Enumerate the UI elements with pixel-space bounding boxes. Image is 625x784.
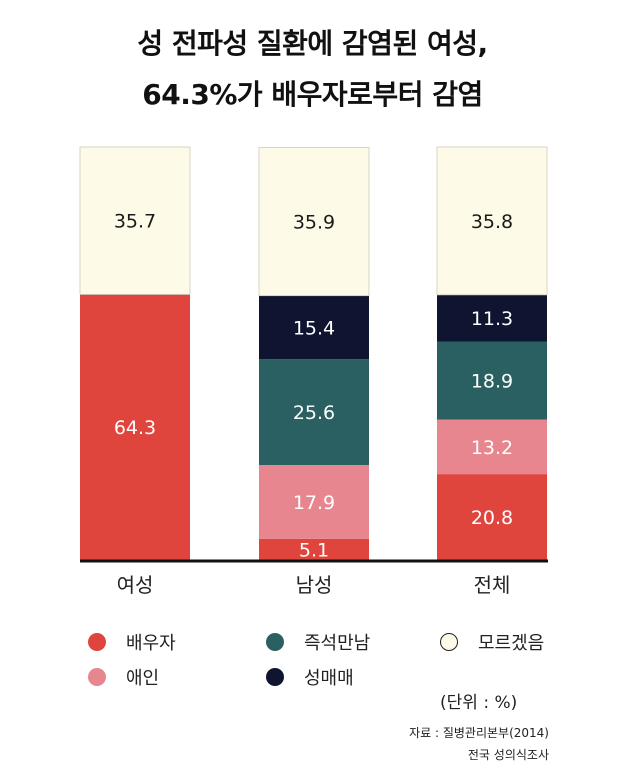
category-label: 여성: [117, 573, 154, 597]
data-label: 5.1: [299, 539, 329, 561]
category-label: 전체: [474, 573, 511, 597]
bar-segment: [258, 147, 370, 297]
legend-swatch-spouse: [88, 633, 106, 651]
legend-swatch-sex-trade: [266, 668, 284, 686]
data-label: 15.4: [293, 317, 335, 339]
legend-label-spouse: 배우자: [126, 633, 176, 654]
source-line-2: 전국 성의식조사: [467, 748, 549, 762]
data-label: 11.3: [471, 308, 513, 330]
legend-label-sex-trade: 성매매: [304, 668, 354, 689]
legend-swatch-casual: [266, 633, 284, 651]
legend-label-unknown: 모르겠음: [478, 633, 545, 654]
legend-item-unknown: 모르겠음: [440, 630, 544, 654]
data-label: 20.8: [471, 507, 513, 529]
bar-segment: [259, 359, 369, 466]
chart-title-line-2: 64.3%가 배우자로부터 감염: [142, 78, 483, 111]
bar-segment: [80, 294, 190, 560]
data-label: 17.9: [293, 492, 335, 514]
legend-swatch-unknown: [440, 633, 458, 651]
bar-segment: [437, 294, 547, 342]
data-label: 13.2: [471, 437, 513, 459]
data-label: 18.9: [471, 371, 513, 393]
data-label: 35.8: [471, 211, 513, 233]
legend-item-spouse: 배우자: [88, 630, 176, 654]
legend-item-sex-trade: 성매매: [266, 665, 354, 689]
bar-segment: [259, 538, 369, 560]
bar-segment: [437, 419, 547, 475]
legend-swatch-partner: [88, 668, 106, 686]
data-label: 64.3: [114, 417, 156, 439]
category-label: 남성: [296, 573, 333, 597]
stacked-bar-chart: 64.3 35.7 여성 5.1 17.9 25.6 15.4 35.9 남성 20.8 13.2 1…: [79, 146, 548, 597]
legend-label-partner: 애인: [126, 668, 160, 689]
chart-title-line-1: 성 전파성 질환에 감염된 여성,: [137, 27, 488, 60]
unit-note: (단위 : %): [440, 693, 518, 713]
data-label: 35.7: [114, 211, 156, 233]
bar-segment: [259, 465, 369, 539]
bar-segment: [436, 146, 548, 296]
legend-label-casual: 즉석만남: [304, 633, 371, 654]
bar-segment: [79, 146, 191, 295]
source-line-1: 자료 : 질병관리본부(2014): [409, 726, 549, 740]
legend-item-casual: 즉석만남: [266, 630, 370, 654]
bar-segment: [437, 474, 547, 560]
bar-segment: [437, 341, 547, 420]
data-label: 35.9: [293, 212, 335, 234]
bar-segment: [259, 295, 369, 360]
legend-item-partner: 애인: [88, 665, 159, 689]
data-label: 25.6: [293, 402, 335, 424]
